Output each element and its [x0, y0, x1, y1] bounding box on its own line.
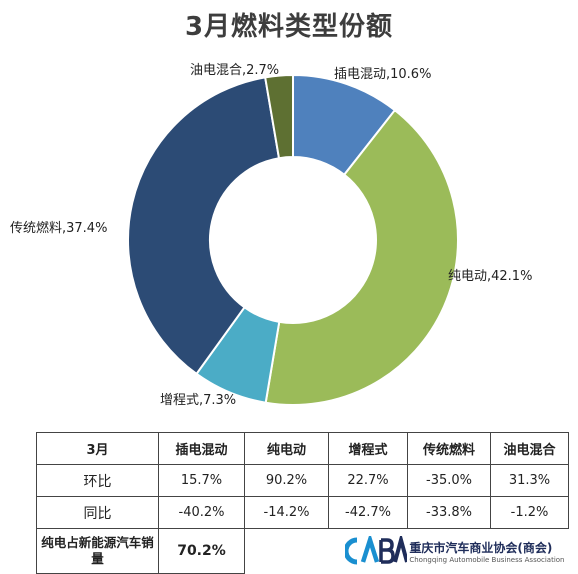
association-logo: 重庆市汽车商业协会(商会) Chongqing Automobile Busin… — [245, 536, 569, 566]
slice-label: 增程式,7.3% — [160, 393, 236, 408]
table-cell: -33.8% — [407, 496, 491, 529]
slice-label: 纯电动,42.1% — [448, 269, 532, 284]
table-cell: -35.0% — [407, 464, 491, 497]
slice-label: 油电混合,2.7% — [190, 63, 279, 78]
header-bev: 纯电动 — [244, 432, 329, 465]
header-ice: 传统燃料 — [407, 432, 491, 465]
association-name-cn: 重庆市汽车商业协会(商会) — [409, 540, 553, 555]
slice-label: 传统燃料,37.4% — [10, 220, 107, 236]
stats-table: 3月 插电混动 纯电动 增程式 传统燃料 油电混合 环比 15.7% 90.2%… — [36, 432, 569, 574]
logo-cell: 重庆市汽车商业协会(商会) Chongqing Automobile Busin… — [245, 529, 569, 574]
table-header-row: 3月 插电混动 纯电动 增程式 传统燃料 油电混合 — [36, 432, 569, 465]
header-phev: 插电混动 — [158, 432, 245, 465]
table-cell: 15.7% — [158, 464, 245, 497]
caba-logo-icon — [345, 536, 408, 565]
header-erev: 增程式 — [328, 432, 408, 465]
donut-slice — [127, 76, 281, 376]
row-label-mom: 环比 — [36, 464, 159, 497]
table-cell: 22.7% — [328, 464, 408, 497]
association-name-en: Chongqing Automobile Business Associatio… — [409, 555, 565, 564]
table-cell: -14.2% — [244, 496, 329, 529]
npe-share-value: 70.2% — [158, 528, 245, 574]
table-row: 同比 -40.2% -14.2% -42.7% -33.8% -1.2% — [36, 496, 569, 529]
table-cell: -40.2% — [158, 496, 245, 529]
chart-title: 3月燃料类型份额 — [184, 12, 394, 42]
table-corner: 3月 — [36, 432, 159, 465]
donut-chart: 插电混动,10.6% 纯电动,42.1% 增程式,7.3% 传统燃料,37.4% 油电混… — [10, 63, 532, 408]
npe-share-label: 纯电占新能源汽车销量 — [36, 528, 159, 574]
donut-slice — [264, 108, 459, 406]
slice-label: 插电混动,10.6% — [334, 67, 431, 82]
table-cell: -42.7% — [328, 496, 408, 529]
donut-slice — [264, 73, 294, 160]
table-row: 环比 15.7% 90.2% 22.7% -35.0% 31.3% — [36, 464, 569, 497]
table-cell: 90.2% — [244, 464, 329, 497]
table-cell: 31.3% — [490, 464, 569, 497]
row-label-yoy: 同比 — [36, 496, 159, 529]
header-hev: 油电混合 — [490, 432, 569, 465]
table-cell: -1.2% — [490, 496, 569, 529]
table-row: 纯电占新能源汽车销量 70.2% 重庆市汽车商业协会(商会) Chongqing… — [36, 528, 569, 574]
